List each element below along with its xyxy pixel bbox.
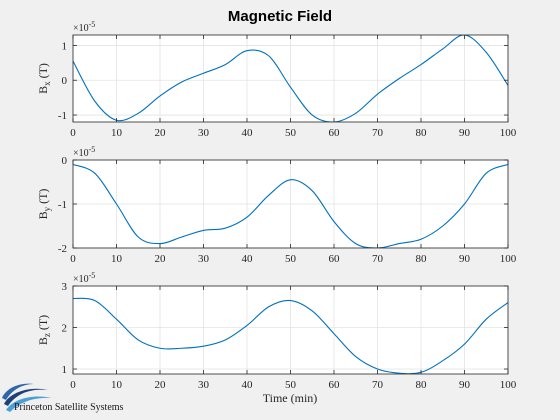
- y-axis-label: By (T): [36, 189, 52, 220]
- x-tick-label: 100: [500, 127, 517, 139]
- subplot-z: 0 10 20 30 40 50 60 70 80 90 100 3 2 1 ×10-5 Bz (T): [36, 271, 517, 391]
- y-tick-label: -2: [58, 243, 67, 255]
- x-tick-label: 70: [372, 253, 384, 265]
- x-tick-label: 80: [416, 379, 428, 391]
- x-tick-label: 70: [372, 127, 384, 139]
- x-tick-label: 100: [500, 379, 517, 391]
- y-tick-label: 3: [62, 281, 68, 293]
- x-tick-label: 20: [155, 379, 167, 391]
- x-tick-label: 10: [111, 127, 123, 139]
- x-tick-label: 0: [70, 127, 76, 139]
- y-tick-label: 1: [62, 40, 68, 52]
- x-tick-label: 10: [111, 379, 123, 391]
- chart-title: Magnetic Field: [228, 8, 332, 25]
- x-tick-label: 90: [459, 127, 471, 139]
- x-tick-label: 40: [242, 379, 254, 391]
- y-tick-label: 0: [62, 75, 68, 87]
- x-tick-label: 50: [285, 379, 297, 391]
- y-tick-label: 2: [62, 323, 68, 335]
- x-tick-label: 100: [500, 253, 517, 265]
- x-tick-label: 30: [198, 253, 210, 265]
- x-tick-label: 60: [329, 253, 341, 265]
- x-tick-label: 60: [329, 379, 341, 391]
- y-exponent-label: ×10-5: [73, 271, 95, 285]
- y-tick-label: 0: [62, 155, 68, 167]
- x-tick-label: 40: [242, 127, 254, 139]
- x-tick-label: 70: [372, 379, 384, 391]
- y-tick-label: -1: [58, 110, 67, 122]
- x-tick-label: 30: [198, 127, 210, 139]
- series-line-z: [73, 297, 508, 374]
- x-tick-label: 0: [70, 253, 76, 265]
- logo-text: Princeton Satellite Systems: [14, 402, 124, 413]
- x-tick-label: 40: [242, 253, 254, 265]
- y-exponent-label: ×10-5: [73, 20, 95, 34]
- x-tick-label: 0: [70, 379, 76, 391]
- logo-swoosh-dark: [4, 388, 48, 406]
- series-line-x: [73, 35, 508, 122]
- series-line-y: [73, 163, 508, 248]
- x-tick-label: 10: [111, 253, 123, 265]
- x-tick-label: 90: [459, 379, 471, 391]
- x-tick-label: 20: [155, 127, 167, 139]
- x-tick-label: 20: [155, 253, 167, 265]
- y-tick-label: -1: [58, 199, 67, 211]
- y-axis-label: Bx (T): [36, 63, 52, 94]
- x-tick-label: 50: [285, 253, 297, 265]
- logo-swoosh-light: [6, 396, 52, 412]
- x-tick-label: 90: [459, 253, 471, 265]
- y-axis-label: Bz (T): [36, 315, 52, 345]
- x-tick-label: 80: [416, 253, 428, 265]
- x-tick-label: 30: [198, 379, 210, 391]
- x-axis-label: Time (min): [263, 391, 318, 405]
- company-logo: Princeton Satellite Systems: [2, 383, 124, 413]
- x-tick-label: 50: [285, 127, 297, 139]
- y-exponent-label: ×10-5: [73, 145, 95, 159]
- subplot-y: 0 10 20 30 40 50 60 70 80 90 100 0 -1 -2 ×10-5 By (T): [36, 145, 517, 265]
- logo-swoosh-mid: [2, 383, 34, 400]
- y-tick-label: 1: [62, 364, 68, 376]
- x-tick-label: 60: [329, 127, 341, 139]
- x-tick-label: 80: [416, 127, 428, 139]
